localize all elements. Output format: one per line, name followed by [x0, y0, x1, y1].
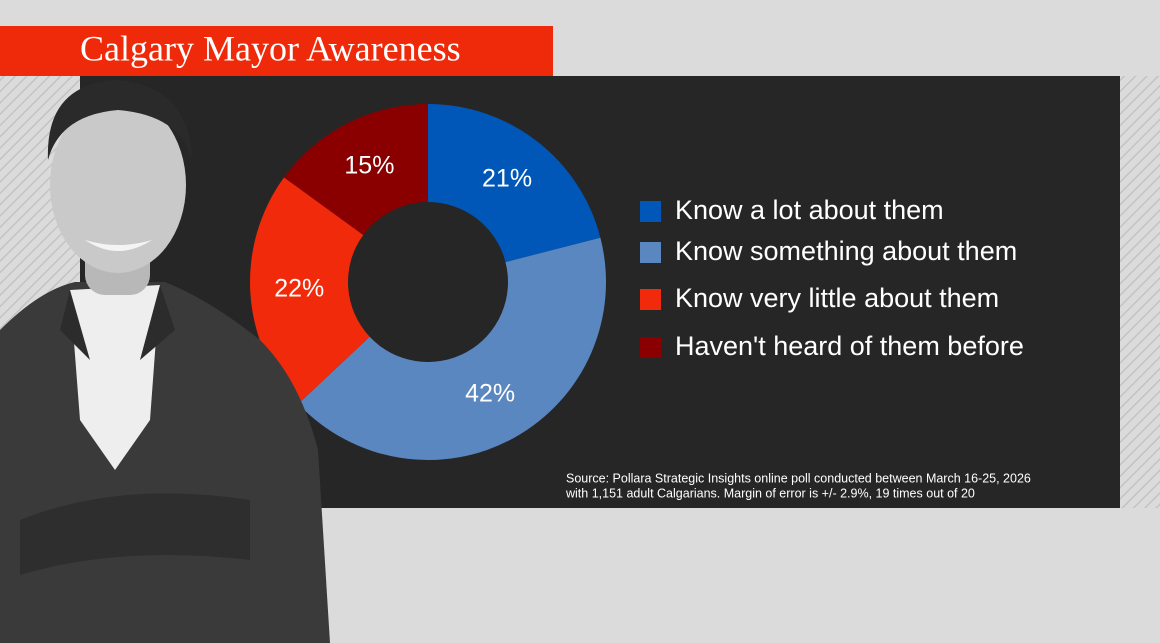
source-line: with 1,151 adult Calgarians. Margin of e…	[565, 486, 975, 500]
shirt	[70, 285, 160, 470]
donut-slice	[428, 104, 601, 263]
lapel	[60, 285, 175, 360]
portrait	[0, 80, 330, 643]
legend-label: Know something about them	[675, 236, 1017, 266]
source: Source: Pollara Strategic Insights onlin…	[565, 471, 1031, 500]
legend-label: Know very little about them	[675, 283, 999, 313]
smile	[85, 240, 152, 251]
donut-slice	[249, 177, 370, 404]
data-label: 21%	[482, 165, 532, 193]
hatch-right	[1120, 76, 1160, 508]
data-label: 22%	[274, 275, 324, 303]
source-line: Source: Pollara Strategic Insights onlin…	[566, 471, 1031, 485]
legend-swatch	[640, 337, 661, 358]
face	[50, 97, 186, 273]
hair	[47, 80, 193, 160]
legend-swatch	[640, 201, 661, 222]
crossed-arms	[20, 493, 250, 575]
legend-swatch	[640, 242, 661, 263]
legend-label: Haven't heard of them before	[675, 331, 1024, 361]
data-label: 15%	[344, 152, 394, 180]
chart-title: Calgary Mayor Awareness	[80, 28, 461, 68]
donut-chart: 21% 42% 22% 15% Know a lot about them Know so…	[249, 103, 1024, 460]
data-label: 42%	[465, 380, 515, 408]
legend-swatch	[640, 289, 661, 310]
title-bar	[0, 26, 553, 76]
donut-slice	[283, 103, 428, 235]
legend-label: Know a lot about them	[675, 195, 944, 225]
donut-slice	[298, 237, 606, 460]
